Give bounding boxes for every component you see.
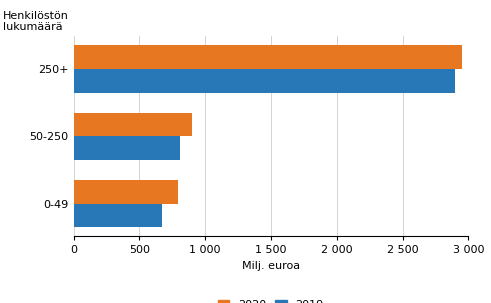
Bar — [74, 204, 162, 227]
Bar — [74, 136, 180, 160]
Bar — [74, 180, 178, 204]
X-axis label: Milj. euroa: Milj. euroa — [242, 261, 300, 271]
Text: Henkilöstön
lukumäärä: Henkilöstön lukumäärä — [2, 11, 68, 32]
Bar — [74, 45, 462, 69]
Legend: 2020, 2019: 2020, 2019 — [214, 295, 328, 303]
Bar — [74, 69, 455, 93]
Bar — [74, 113, 192, 136]
